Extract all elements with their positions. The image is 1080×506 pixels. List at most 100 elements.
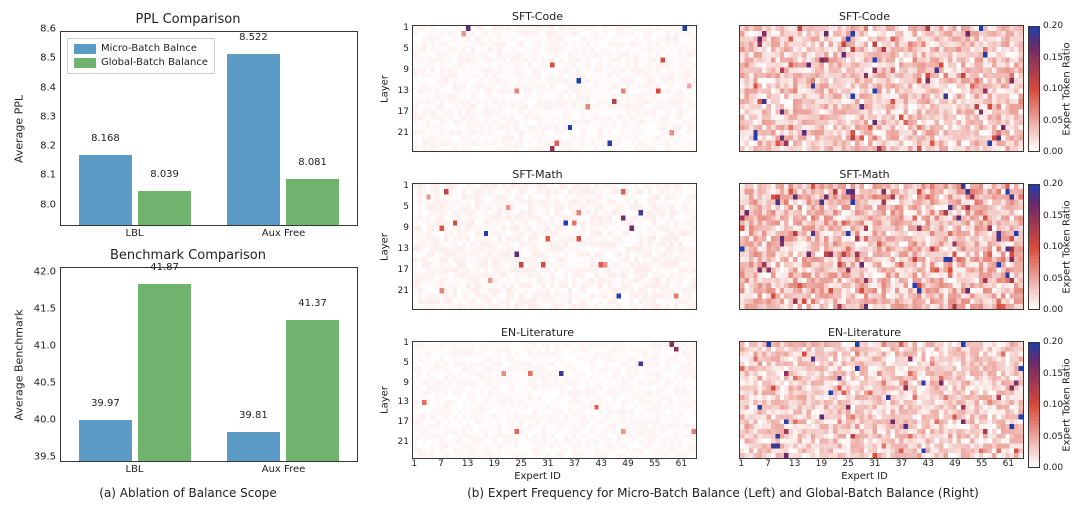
colorbar-tick: 0.05	[1043, 116, 1063, 126]
colorbar-tick: 0.00	[1043, 305, 1063, 315]
heat-xtick: 37	[896, 459, 907, 469]
heat-row: SFT-CodeLayer159131721SFT-Code0.000.050.…	[374, 8, 1072, 166]
colorbar-label: Expert Token Ratio	[1062, 358, 1073, 451]
heat-xtick: 43	[596, 459, 607, 469]
heat-ytick: 9	[403, 65, 409, 75]
heat-ytick: 9	[403, 378, 409, 388]
bar-xtick: LBL	[125, 464, 143, 475]
colorbar-tick: 0.15	[1043, 211, 1063, 221]
bar-title: Benchmark Comparison	[8, 248, 368, 263]
colorbar-tick: 0.10	[1043, 242, 1063, 252]
heat-title: SFT-Code	[378, 10, 697, 23]
bar-plot-area: 39.9741.8739.8141.37	[60, 267, 358, 462]
heat-area	[739, 341, 1024, 459]
heat-ytick: 1	[403, 23, 409, 33]
bar	[138, 284, 191, 461]
colorbar-label: Expert Token Ratio	[1062, 42, 1073, 135]
heat-ylabel: Layer	[380, 233, 391, 261]
bar-ytick: 8.0	[40, 199, 56, 210]
bar-ytick: 8.6	[40, 24, 56, 35]
heat-ytick: 5	[403, 44, 409, 54]
bar-ylabel: Average Benchmark	[13, 309, 26, 420]
bar	[227, 54, 280, 225]
figure-root: PPL ComparisonAverage PPL8.08.18.28.38.4…	[0, 0, 1080, 506]
right-caption: (b) Expert Frequency for Micro-Batch Bal…	[374, 486, 1072, 500]
heat-title: EN-Literature	[378, 326, 697, 339]
heatmap-canvas	[740, 184, 1023, 309]
bar-value-label: 8.168	[91, 133, 120, 144]
heat-xtick: 1	[411, 459, 417, 469]
bar-xtick: Aux Free	[262, 228, 306, 239]
heat-ylabel: Layer	[380, 386, 391, 414]
heat-xtick: 31	[869, 459, 880, 469]
colorbar-tick: 0.05	[1043, 274, 1063, 284]
bar-value-label: 8.039	[150, 169, 179, 180]
heat-xtick: 37	[569, 459, 580, 469]
colorbar-tick: 0.20	[1043, 21, 1063, 31]
heatmap-grid: SFT-CodeLayer159131721SFT-Code0.000.050.…	[374, 8, 1072, 482]
heat-ytick: 17	[398, 107, 409, 117]
heat-ytick: 1	[403, 181, 409, 191]
colorbar-tick: 0.15	[1043, 369, 1063, 379]
heat-title: SFT-Math	[378, 168, 697, 181]
bar-ytick: 8.5	[40, 53, 56, 64]
heatmap-canvas	[413, 342, 696, 458]
heat-xtick: 7	[765, 459, 771, 469]
colorbar-tick: 0.10	[1043, 400, 1063, 410]
heat-ytick: 5	[403, 358, 409, 368]
legend-swatch	[74, 44, 96, 54]
bar-ytick: 8.2	[40, 141, 56, 152]
heat-ytick: 5	[403, 202, 409, 212]
heat-area	[739, 183, 1024, 310]
heat-xtick: 55	[649, 459, 660, 469]
bar-ytick: 39.5	[34, 451, 56, 462]
bar-xtick: LBL	[125, 228, 143, 239]
left-caption: (a) Ablation of Balance Scope	[8, 486, 368, 500]
heatmap-canvas	[413, 26, 696, 151]
colorbar-tick: 0.00	[1043, 463, 1063, 473]
colorbar-tick: 0.05	[1043, 432, 1063, 442]
colorbar-bar	[1028, 26, 1040, 152]
heat-xtick: 13	[789, 459, 800, 469]
heat-panel-right: SFT-Math	[705, 166, 1024, 324]
bar-ytick: 41.0	[34, 341, 56, 352]
colorbar-bar	[1028, 342, 1040, 468]
heat-ytick: 1	[403, 338, 409, 348]
heat-area	[412, 341, 697, 459]
bar-value-label: 41.87	[150, 262, 179, 273]
bar-ytick: 42.0	[34, 267, 56, 278]
legend-swatch	[74, 58, 96, 68]
heat-xtick: 25	[515, 459, 526, 469]
heat-xtick: 7	[438, 459, 444, 469]
heat-ytick: 9	[403, 223, 409, 233]
heat-xtick: 49	[949, 459, 960, 469]
bar-ytick: 8.4	[40, 82, 56, 93]
legend-label: Global-Batch Balance	[101, 56, 208, 70]
colorbar-label: Expert Token Ratio	[1062, 200, 1073, 293]
heat-area	[412, 25, 697, 152]
colorbar-tick: 0.20	[1043, 337, 1063, 347]
heat-ytick: 13	[398, 397, 409, 407]
bar	[286, 179, 339, 225]
bar	[138, 191, 191, 225]
colorbar-tick: 0.20	[1043, 179, 1063, 189]
heat-xtick: 13	[462, 459, 473, 469]
left-column: PPL ComparisonAverage PPL8.08.18.28.38.4…	[8, 8, 368, 500]
heat-panel-left: SFT-MathLayer159131721	[378, 166, 697, 324]
heat-area	[739, 25, 1024, 152]
heat-xtick: 31	[542, 459, 553, 469]
bar-plot-area: 8.1688.0398.5228.081Micro-Batch BalnceGl…	[60, 31, 358, 226]
heat-row: EN-LiteratureLayer1591317211713192531374…	[374, 324, 1072, 482]
heat-xtick: 61	[1003, 459, 1014, 469]
bar-ytick: 40.0	[34, 414, 56, 425]
bar-title: PPL Comparison	[8, 12, 368, 27]
heat-panel-right: SFT-Code	[705, 8, 1024, 166]
heat-xtick: 43	[923, 459, 934, 469]
colorbar-bar	[1028, 184, 1040, 310]
bar-ylabel: Average PPL	[13, 94, 26, 162]
bar-value-label: 8.081	[298, 157, 327, 168]
heat-ytick: 13	[398, 244, 409, 254]
heat-panel-right: EN-Literature17131925313743495561Expert …	[705, 324, 1024, 482]
bar-panel-ppl: PPL ComparisonAverage PPL8.08.18.28.38.4…	[8, 8, 368, 244]
heat-ytick: 21	[398, 128, 409, 138]
